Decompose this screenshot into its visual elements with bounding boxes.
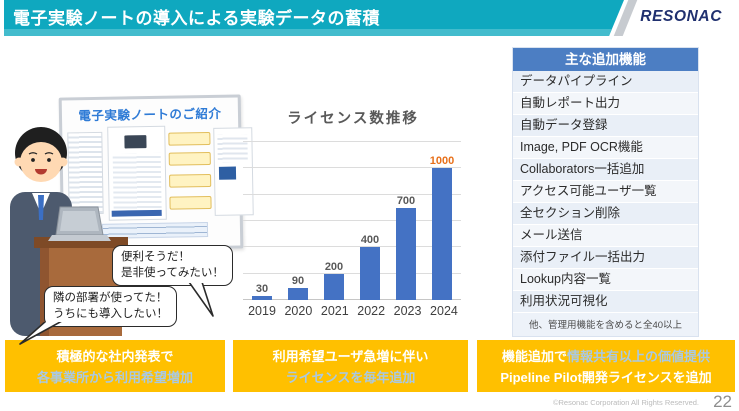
chart-x-label: 2020 [284, 304, 313, 318]
summary-box-3: 機能追加で情報共有以上の価値提供 Pipeline Pilot開発ライセンスを追… [477, 340, 735, 392]
resonac-logo: RESONAC [640, 8, 722, 25]
presenter-mouth [35, 169, 47, 175]
summary-box-3-line1-prefix: 機能追加で [501, 349, 567, 364]
laptop-screen-inner [60, 211, 99, 231]
speech-bubble-1: 便利そうだ！ 是非使ってみたい！ [112, 245, 233, 287]
speech-bubble-2-line2: うちにも導入したい！ [53, 308, 168, 321]
speech-bubble-1-line1: 便利そうだ！ [121, 251, 190, 263]
chart-value-label: 200 [324, 260, 344, 273]
presenter-eyebrow [44, 152, 54, 155]
features-panel-header: 主な追加機能 [513, 48, 698, 71]
presenter-tie [38, 195, 44, 220]
summary-box-1-line2: 各事業所から利用希望増加 [36, 370, 193, 385]
feature-row: メール送信 [513, 225, 698, 247]
summary-box-2: 利用希望ユーザ急増に伴い ライセンスを毎年追加 [233, 340, 468, 392]
chart-value-label: 400 [360, 234, 380, 247]
screenshot-blue-block [218, 166, 237, 180]
presenter-eye [31, 158, 35, 162]
chart-bar-slot: 90 [280, 275, 316, 300]
presenter-eye [47, 158, 51, 162]
summary-box-1-line1: 積極的な社内発表で [56, 349, 174, 364]
chart-bar [360, 247, 380, 300]
chart-bars: 30 90 200 400 700 1000 [243, 142, 461, 300]
feature-row: アクセス可能ユーザ一覧 [513, 181, 698, 203]
feature-row: 自動レポート出力 [513, 93, 698, 115]
chart-bar-slot: 200 [316, 261, 352, 300]
chart-bar [252, 296, 272, 300]
speech-bubble-2-line1: 隣の部署が使ってた！ [53, 292, 168, 304]
features-rows: データパイプライン 自動レポート出力 自動データ登録 Image, PDF OCR機能… [513, 71, 698, 313]
chart-value-label: 30 [255, 283, 269, 296]
chart-gridline [243, 141, 461, 142]
chart-x-label: 2024 [430, 304, 458, 318]
summary-box-3-line1-highlight: 情報共有以上の価値提供 [567, 349, 711, 364]
chart-value-label: 1000 [429, 155, 455, 168]
summary-box-3-line2: Pipeline Pilot開発ライセンスを追加 [500, 370, 712, 385]
feature-row: 全セクション削除 [513, 203, 698, 225]
feature-row: データパイプライン [513, 71, 698, 93]
chart-x-labels: 2019 2020 2021 2022 2023 2024 [243, 304, 463, 318]
chart-gridline [243, 299, 461, 300]
chart-bar [432, 168, 452, 300]
chart-value-label: 700 [396, 194, 416, 207]
page-number: 22 [713, 392, 732, 411]
chart-bar [396, 207, 416, 300]
feature-row: 添付ファイル一括出力 [513, 247, 698, 269]
summary-box-2-line2: ライセンスを毎年追加 [285, 370, 416, 385]
screenshot-callout [169, 195, 212, 210]
feature-row: 自動データ登録 [513, 115, 698, 137]
presenter-eyebrow [28, 152, 38, 155]
chart-bar-slot: 30 [244, 283, 280, 300]
chart-bar-slot: 700 [388, 195, 424, 300]
chart-x-label: 2023 [393, 304, 422, 318]
chart-gridline [243, 193, 461, 195]
chart-x-label: 2019 [248, 304, 276, 318]
screenshot-callout [168, 151, 211, 166]
summary-box-2-line1: 利用希望ユーザ急増に伴い [272, 349, 429, 364]
chart-gridline [243, 167, 461, 169]
summary-box-3-line1: 機能追加で情報共有以上の価値提供 [502, 346, 710, 365]
chart-x-label: 2021 [320, 304, 349, 318]
chart-title: ライセンス数推移 [287, 111, 419, 127]
chart-value-label: 90 [291, 275, 305, 288]
feature-row: Image, PDF OCR機能 [513, 137, 698, 159]
chart-gridline [243, 272, 461, 274]
speech-bubble-1-line2: 是非使ってみたい！ [121, 267, 224, 280]
features-panel-note: 他、管理用機能を含めると全40以上 [513, 313, 698, 336]
speech-bubble-2-tail [19, 322, 62, 345]
feature-row: 利用状況可視化 [513, 291, 698, 313]
chart-x-label: 2022 [357, 304, 386, 318]
speech-bubble-1-tail [188, 283, 214, 317]
feature-row: Collaborators一括追加 [513, 159, 698, 181]
chart-gridline [243, 220, 461, 221]
slide-title: 電子実験ノートの導入による実験データの蓄積 [13, 9, 380, 28]
chart-plot: 30 90 200 400 700 1000 [243, 141, 461, 300]
screenshot-callout [168, 131, 211, 146]
chart-bar [324, 273, 344, 300]
feature-row: Lookup内容一覧 [513, 269, 698, 291]
laptop-base [48, 235, 111, 241]
title-bar-accent-strip [4, 29, 624, 36]
chart-bar [288, 288, 308, 300]
features-panel: 主な追加機能 データパイプライン 自動レポート出力 自動データ登録 Image, PD… [512, 47, 699, 337]
license-chart: ライセンス数推移 30 90 200 400 700 1000 2019 2020 2021 2… [238, 107, 468, 318]
screenshot-callout [169, 173, 212, 188]
summary-box-1: 積極的な社内発表で 各事業所から利用希望増加 [5, 340, 225, 392]
podium-top [34, 237, 128, 248]
presenter-face [20, 142, 62, 182]
chart-gridline [243, 246, 461, 248]
chart-bar-slot: 400 [352, 234, 388, 300]
chart-bar-slot: 1000 [424, 155, 460, 300]
speech-bubble-2: 隣の部署が使ってた！ うちにも導入したい！ [44, 286, 177, 328]
copyright-text: ©Resonac Corporation All Rights Reserved… [552, 398, 699, 407]
title-bar [4, 0, 624, 36]
